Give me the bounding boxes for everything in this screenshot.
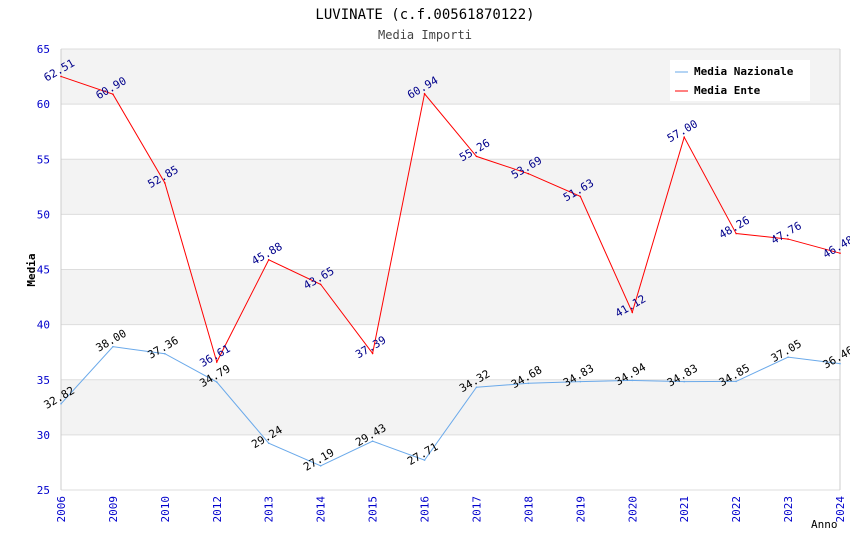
x-tick-label: 2023 xyxy=(782,496,795,523)
y-tick-label: 60 xyxy=(37,98,50,111)
x-tick-label: 2012 xyxy=(211,496,224,523)
data-point xyxy=(164,352,166,355)
data-label: 38.00 xyxy=(94,327,129,355)
x-tick-label: 2006 xyxy=(55,496,68,523)
data-point xyxy=(839,362,841,365)
data-label: 37.05 xyxy=(769,337,804,365)
data-label: 57.00 xyxy=(665,117,700,145)
x-tick-label: 2021 xyxy=(678,496,691,523)
data-label: 37.36 xyxy=(146,334,181,362)
y-tick-label: 65 xyxy=(37,43,50,56)
data-point xyxy=(683,380,685,383)
y-tick-label: 45 xyxy=(37,264,50,277)
grid-band xyxy=(61,269,840,325)
data-point xyxy=(735,380,737,383)
y-tick-label: 25 xyxy=(37,484,50,497)
data-point xyxy=(683,136,685,138)
y-tick-label: 35 xyxy=(37,374,50,387)
data-point xyxy=(735,232,737,235)
data-point xyxy=(60,75,62,78)
chart-subtitle: Media Importi xyxy=(378,28,472,42)
data-point xyxy=(423,459,426,461)
data-point xyxy=(631,379,634,382)
data-label: 36.46 xyxy=(821,344,850,372)
legend: Media Nazionale Media Ente xyxy=(670,60,810,101)
data-point xyxy=(319,465,322,467)
data-point xyxy=(787,238,789,240)
x-tick-label: 2013 xyxy=(263,496,276,523)
x-tick-label: 2014 xyxy=(315,496,328,523)
data-point xyxy=(371,352,374,355)
data-point xyxy=(216,361,218,363)
data-point xyxy=(527,172,530,175)
data-point xyxy=(267,258,270,261)
x-tick-label: 2018 xyxy=(522,496,535,523)
x-tick-label: 2020 xyxy=(626,496,639,523)
data-label: 46.48 xyxy=(821,233,850,261)
data-point xyxy=(112,93,114,96)
grid-band xyxy=(61,159,840,215)
series-line-1 xyxy=(60,75,841,364)
x-tick-label: 2010 xyxy=(159,496,172,523)
data-point xyxy=(787,356,789,358)
chart-title: LUVINATE (c.f.00561870122) xyxy=(315,7,534,23)
grid-band xyxy=(61,379,840,435)
data-label: 27.19 xyxy=(301,446,336,474)
y-tick-label: 40 xyxy=(37,319,50,332)
x-axis-label: Anno xyxy=(811,518,838,531)
data-label: 27.71 xyxy=(405,440,440,468)
data-point xyxy=(267,442,270,445)
y-axis-label: Media xyxy=(25,253,38,286)
data-point xyxy=(423,92,426,95)
series-line-0 xyxy=(60,346,841,467)
x-tick-label: 2017 xyxy=(470,496,483,523)
data-label: 48.26 xyxy=(717,214,752,242)
legend-label-nazionale: Media Nazionale xyxy=(694,65,794,78)
data-point xyxy=(475,155,478,158)
data-point xyxy=(112,345,114,348)
x-tick-label: 2016 xyxy=(419,496,432,523)
data-label: 37.39 xyxy=(353,333,388,361)
x-tick-label: 2024 xyxy=(834,496,847,523)
y-tick-label: 50 xyxy=(37,208,50,221)
data-point xyxy=(216,381,218,383)
x-tick-label: 2015 xyxy=(367,496,380,523)
legend-label-ente: Media Ente xyxy=(694,84,761,97)
y-tick-label: 30 xyxy=(37,429,50,442)
data-point xyxy=(60,402,62,405)
data-point xyxy=(631,311,634,314)
data-point xyxy=(319,283,322,286)
data-point xyxy=(164,182,166,184)
data-point xyxy=(579,195,582,198)
x-tick-label: 2019 xyxy=(574,496,587,523)
x-tick-label: 2009 xyxy=(107,496,120,523)
data-point xyxy=(527,382,530,385)
data-point xyxy=(371,440,374,442)
data-point xyxy=(839,252,841,254)
data-point xyxy=(475,386,478,389)
data-point xyxy=(579,380,582,383)
data-label: 47.76 xyxy=(769,219,804,247)
y-tick-label: 55 xyxy=(37,153,50,166)
x-tick-label: 2022 xyxy=(730,496,743,523)
